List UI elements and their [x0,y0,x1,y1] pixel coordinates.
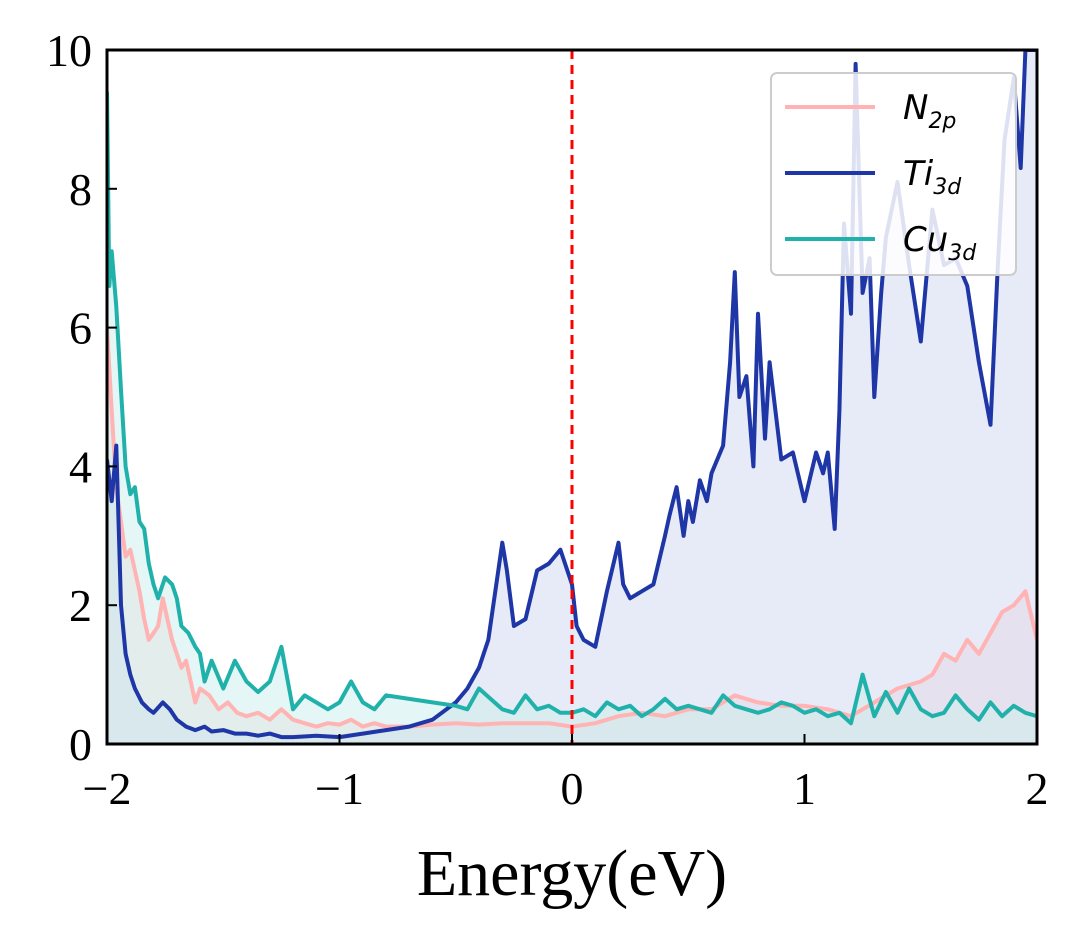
cu3d-area [107,91,1037,744]
y-tick-label: 0 [69,719,92,770]
legend-box [770,72,1017,276]
legend-label-cu3d: Cu3d [903,220,977,266]
series-lines [107,50,1037,740]
y-tick-label: 8 [69,164,92,215]
y-tick-label: 2 [69,580,92,631]
x-tick-label: 0 [561,763,584,814]
x-tick-label: 1 [793,763,816,814]
y-tick-label: 10 [46,25,92,76]
cu3d-line [107,91,1037,726]
x-tick-label: −2 [83,763,132,814]
legend: N2p Ti3d Cu3d [770,72,1017,276]
ti3d-line [107,50,1037,740]
axis-ticks: −2 −1 0 1 2 0 2 4 6 8 10 [46,25,1049,814]
series-fills [107,50,1037,744]
y-tick-label: 6 [69,303,92,354]
x-tick-label: 2 [1026,763,1049,814]
legend-label-n2p: N2p [903,88,956,134]
x-axis-title: Energy(eV) [417,837,727,910]
legend-label-ti3d: Ti3d [903,154,962,200]
ti3d-area [107,50,1037,744]
y-tick-label: 4 [69,441,92,492]
x-tick-label: −1 [315,763,364,814]
